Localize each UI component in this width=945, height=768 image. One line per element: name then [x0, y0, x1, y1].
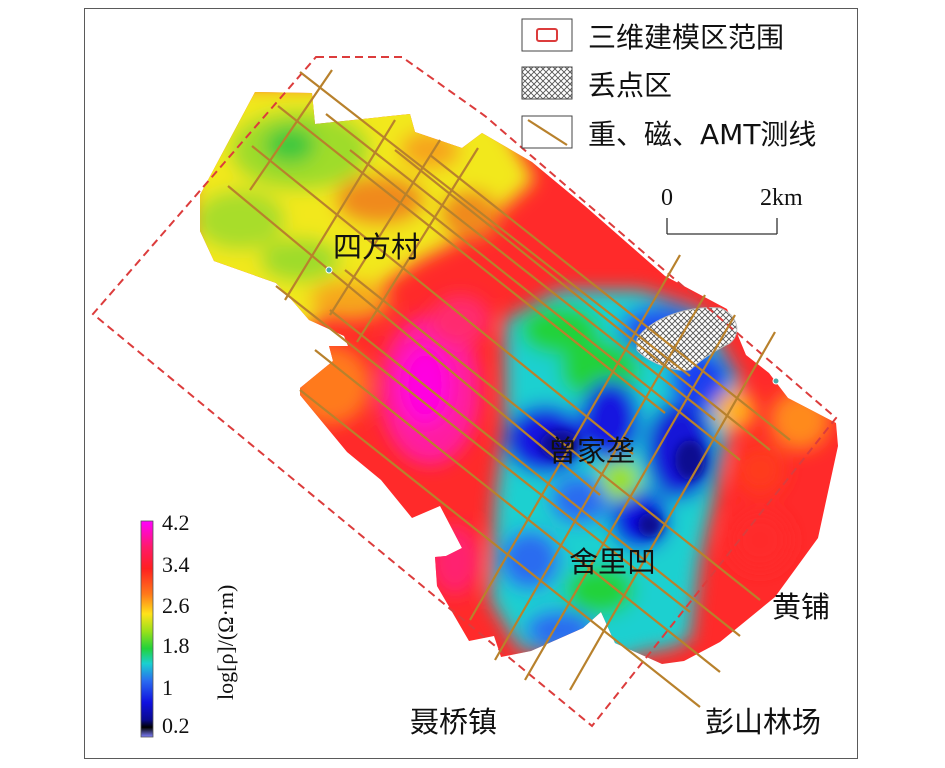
red-dashed-rectangle-icon [521, 18, 573, 52]
survey-line [329, 309, 741, 637]
location-marker [772, 377, 780, 385]
survey-line [275, 285, 691, 613]
resistivity-data-area [200, 92, 838, 664]
survey-line [349, 149, 741, 461]
location-marker [325, 266, 333, 274]
survey-line [299, 71, 691, 377]
scale-end-label: 2km [760, 185, 803, 211]
colorbar-tick-label: 2.6 [162, 593, 190, 618]
survey-line [284, 119, 396, 301]
place-nieqiaozhen: 聂桥镇 [410, 705, 498, 739]
colorbar [140, 520, 154, 738]
place-shelibao: 舍里凹 [569, 545, 657, 579]
survey-line [299, 389, 701, 708]
colorbar-tick-label: 1.8 [162, 633, 190, 658]
survey-line [429, 154, 791, 441]
survey-line [344, 269, 761, 601]
colorbar-tick-label: 3.4 [162, 552, 190, 577]
colorbar-tick-label: 0.2 [162, 713, 190, 738]
place-huangpu: 黄铺 [772, 590, 831, 624]
survey-line [227, 185, 601, 496]
survey-lines [227, 69, 791, 708]
survey-line [356, 147, 479, 343]
place-sifangcun: 四方村 [333, 230, 421, 264]
survey-line [249, 69, 333, 191]
colorbar-gradient [140, 520, 154, 738]
legend-label-modeling-area: 三维建模区范围 [588, 21, 785, 54]
legend-label-survey-lines: 重、磁、AMT测线 [588, 118, 817, 151]
survey-line [569, 331, 776, 691]
survey-line [251, 145, 634, 455]
colorbar-title: log[ρ]/(Ω·m) [213, 584, 238, 700]
place-zengjiawa: 曾家垄 [548, 434, 636, 468]
crosshatch-swatch-icon [521, 66, 573, 100]
colorbar-tick-label: 1 [162, 675, 173, 700]
scale-start-label: 0 [661, 185, 673, 211]
survey-line [329, 139, 441, 316]
survey-line [394, 149, 771, 451]
survey-line [277, 105, 666, 414]
survey-line [524, 314, 736, 681]
survey-line [494, 294, 706, 661]
modeling-area-boundary [91, 56, 838, 728]
scale-bar [666, 218, 778, 235]
place-pengshanlinchang: 彭山林场 [705, 705, 822, 739]
survey-line [469, 254, 681, 621]
legend [521, 18, 573, 149]
legend-label-data-loss: 丢点区 [588, 69, 673, 102]
survey-line [325, 113, 716, 421]
colorbar-tick-label: 4.2 [162, 510, 190, 535]
survey-line [314, 349, 721, 673]
